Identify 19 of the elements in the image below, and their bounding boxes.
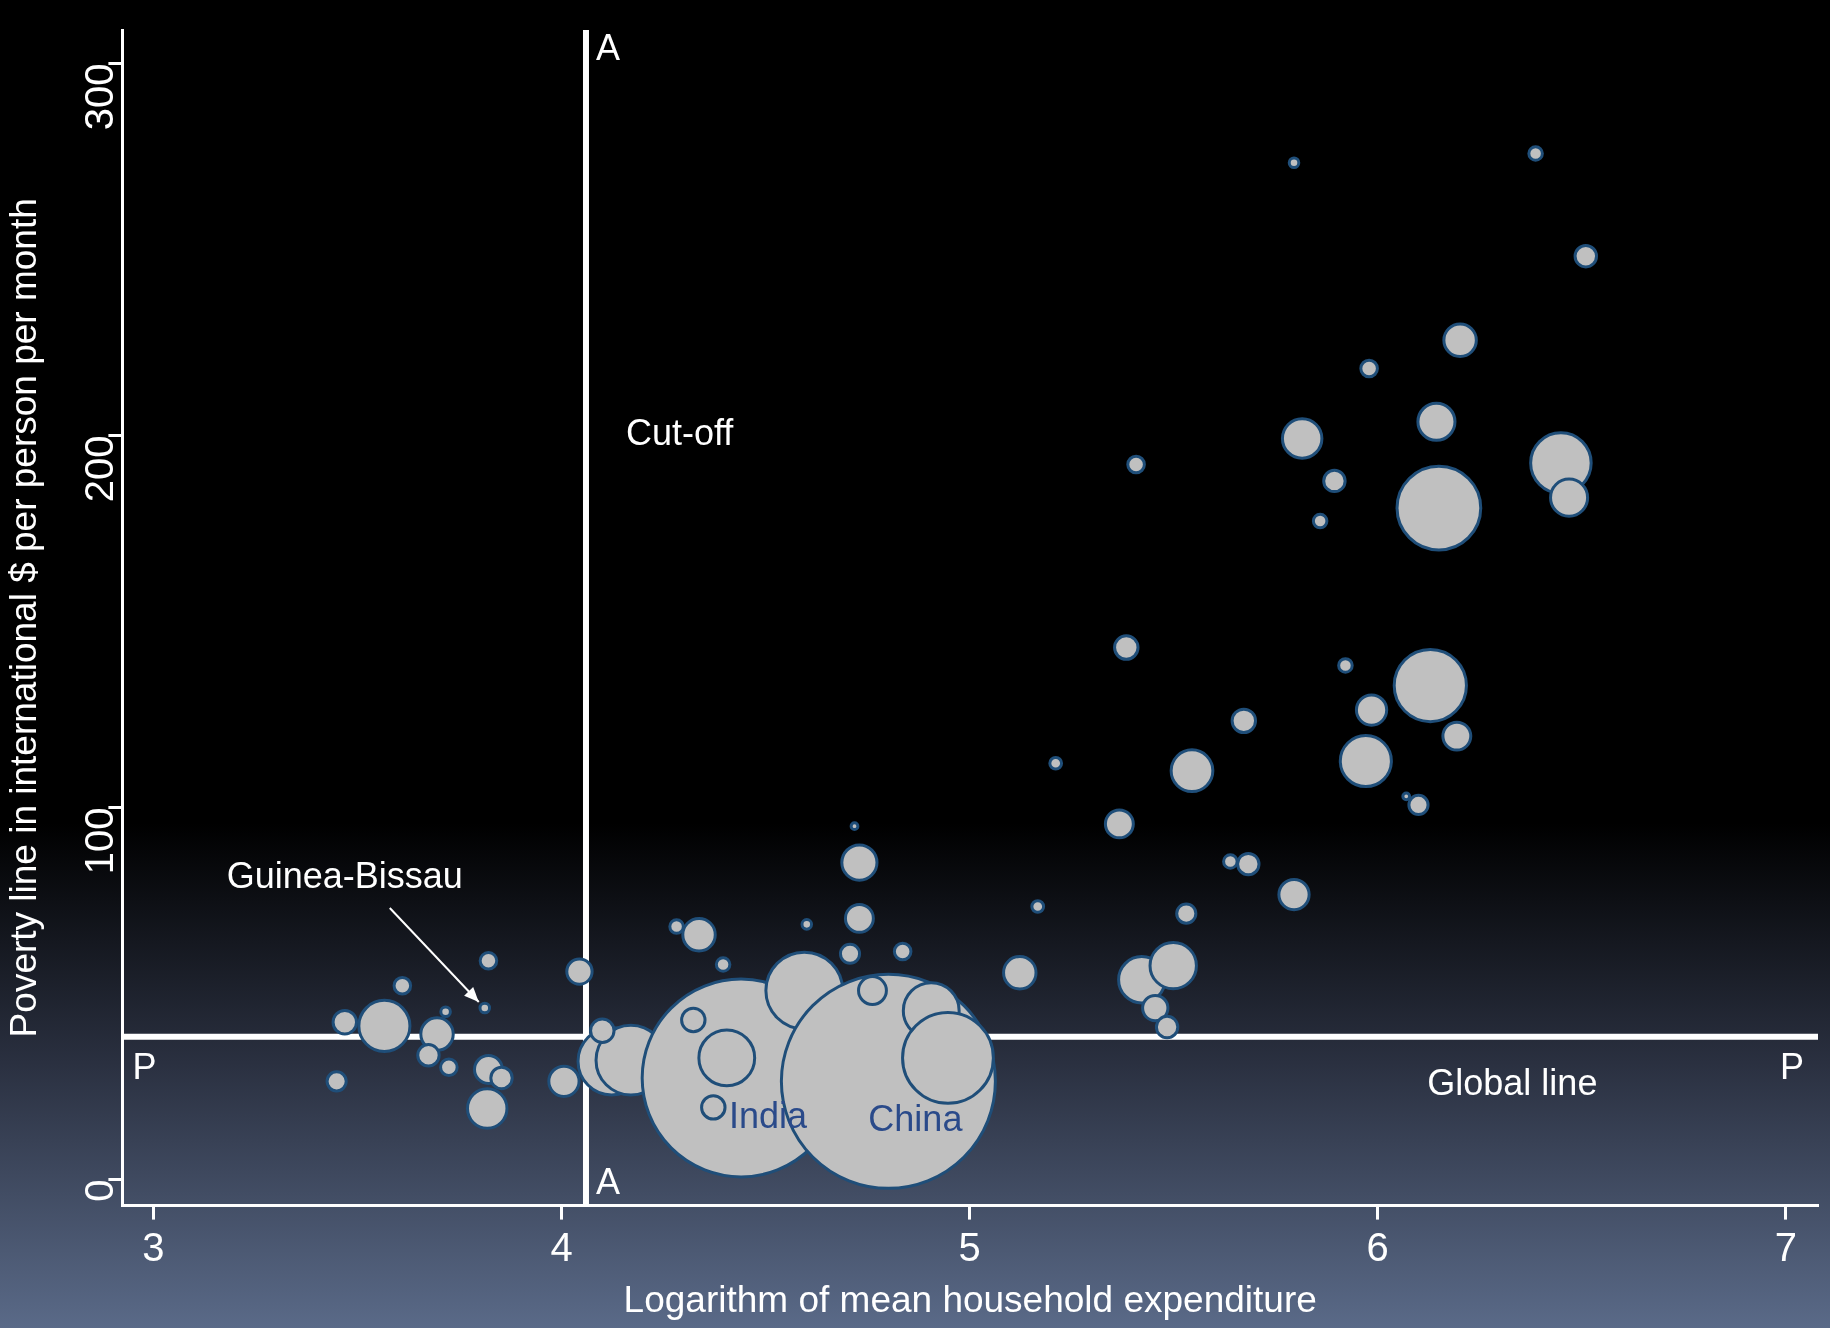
annotation: China	[868, 1098, 964, 1140]
x-tick-label: 5	[958, 1224, 981, 1269]
x-tick-label: 6	[1366, 1224, 1389, 1269]
y-tick-label: 300	[77, 63, 122, 131]
y-tick-label: 200	[77, 435, 122, 503]
text: A	[595, 1160, 620, 1202]
y-tick-label: 0	[77, 1179, 122, 1202]
ref-line-label: A	[595, 26, 620, 68]
annotation: Guinea-Bissau	[226, 854, 463, 896]
annotation: Cut-off	[625, 412, 735, 454]
x-axis-title: Logarithm of mean household expenditure	[623, 1279, 1317, 1320]
ref-line-label: P	[132, 1045, 157, 1087]
y-tick-label: 100	[77, 807, 122, 875]
text: P	[1779, 1045, 1804, 1087]
y-axis-title: Poverty line in international $ per person per month	[3, 198, 45, 1038]
x-tick-label: 4	[550, 1224, 573, 1269]
annotation: Global line	[1427, 1061, 1598, 1103]
x-tick-label: 7	[1774, 1224, 1797, 1269]
x-tick-label: 3	[142, 1224, 165, 1269]
